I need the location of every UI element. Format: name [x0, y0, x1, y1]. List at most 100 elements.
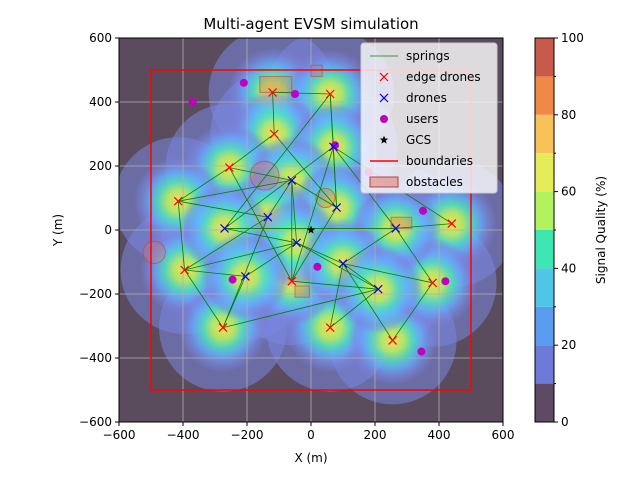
drone-marker	[338, 259, 348, 269]
drone-marker	[220, 223, 230, 233]
colorbar-tick-label: 80	[561, 108, 576, 122]
colorbar-tick-label: 60	[561, 185, 576, 199]
drone-marker	[391, 223, 401, 233]
colorbar-band	[535, 268, 554, 307]
legend-swatch	[379, 135, 389, 144]
spring-line	[229, 167, 292, 181]
boundary-rectangle	[150, 69, 472, 391]
obstacles-layer	[142, 64, 413, 298]
legend-swatch	[369, 176, 399, 188]
x-axis-label: X (m)	[294, 451, 327, 465]
colorbar-tick-label: 20	[561, 338, 576, 352]
user-marker	[419, 206, 427, 215]
colorbar-band	[535, 191, 554, 230]
colorbar-band	[535, 306, 554, 346]
legend-label: edge drones	[406, 70, 481, 84]
spring-line	[395, 223, 452, 229]
chart-title: Multi-agent EVSM simulation	[203, 15, 418, 33]
y-tick-label: −200	[79, 287, 112, 301]
y-tick-label: 600	[89, 31, 112, 45]
edge-drone-marker	[269, 129, 279, 139]
legend-swatch	[380, 115, 388, 123]
legend-swatch	[379, 93, 389, 103]
edge-drone-marker	[447, 219, 457, 229]
edge-drone-marker	[388, 335, 398, 345]
user-marker	[291, 90, 299, 98]
colorbar-band	[535, 230, 554, 269]
spring-line	[395, 228, 433, 284]
drone-marker	[287, 175, 297, 185]
legend-label: obstacles	[406, 175, 463, 189]
edge-drone-marker	[325, 323, 335, 333]
spring-line	[184, 242, 297, 271]
y-axis-ticks: −600 −400 −200 0 200 400 600	[79, 31, 119, 429]
edge-drone-marker	[180, 265, 190, 275]
y-axis-label: Y (m)	[51, 214, 65, 247]
drone-marker	[328, 142, 338, 152]
spring-line	[291, 180, 337, 208]
y-tick-label: 200	[89, 159, 112, 173]
legend-label: users	[406, 112, 438, 126]
spring-line	[342, 228, 397, 264]
obstacle	[310, 64, 323, 77]
legend-label: drones	[406, 91, 447, 105]
x-axis-ticks: −600 −400 −200 0 200 400 600	[103, 422, 515, 442]
edge-drone-marker	[173, 196, 183, 206]
colorbar: 0 20 40 60 80 100	[534, 31, 584, 429]
gcs-marker	[306, 225, 316, 234]
spring-line	[272, 92, 331, 95]
spring-line	[342, 263, 433, 284]
spring-line	[342, 263, 393, 341]
legend-label: boundaries	[406, 154, 473, 168]
spring-line	[267, 180, 293, 218]
x-tick-label: 600	[492, 428, 515, 442]
x-tick-label: 0	[307, 428, 315, 442]
user-marker	[228, 275, 237, 284]
spring-line	[291, 180, 297, 243]
spring-line	[245, 242, 297, 277]
colorbar-band	[535, 383, 554, 422]
drone-marker	[292, 238, 302, 248]
user-marker	[313, 262, 322, 271]
legend: springs edge drones drones users GCS boundari…	[360, 42, 498, 194]
spring-line	[291, 207, 337, 282]
spring-line	[224, 93, 331, 229]
user-marker	[188, 98, 197, 106]
colorbar-tick-label: 0	[561, 415, 569, 429]
plot-area	[118, 37, 504, 423]
colorbar-band	[535, 114, 554, 154]
spring-line	[222, 288, 379, 328]
colorbar-tick-label: 100	[561, 31, 584, 45]
edge-drone-marker	[268, 87, 278, 97]
colorbar-label: Signal Quality (%)	[594, 176, 608, 284]
colorbar-tick-label: 40	[561, 261, 576, 275]
spring-line	[177, 167, 230, 202]
spring-line	[342, 263, 379, 290]
spring-line	[184, 216, 269, 271]
spring-line	[392, 282, 433, 341]
legend-box	[360, 42, 498, 194]
spring-line	[178, 180, 292, 202]
spring-line	[333, 146, 337, 208]
y-tick-label: 400	[89, 95, 112, 109]
x-tick-label: 200	[364, 428, 387, 442]
y-tick-label: −400	[79, 351, 112, 365]
y-tick-label: −600	[79, 415, 112, 429]
spring-line	[229, 133, 275, 168]
obstacle	[390, 216, 413, 229]
legend-label: springs	[406, 49, 450, 63]
spring-line	[184, 269, 224, 328]
user-marker	[441, 277, 450, 286]
spring-line	[329, 93, 334, 147]
edge-drone-marker	[325, 89, 335, 99]
user-marker	[239, 78, 248, 87]
spring-line	[291, 280, 379, 290]
spring-line	[177, 201, 185, 271]
spring-line	[273, 133, 337, 208]
edge-drone-marker	[428, 278, 438, 288]
spring-line	[329, 263, 344, 328]
spring-line	[222, 276, 246, 328]
edge-drone-marker	[287, 276, 297, 286]
drone-marker	[240, 271, 250, 281]
